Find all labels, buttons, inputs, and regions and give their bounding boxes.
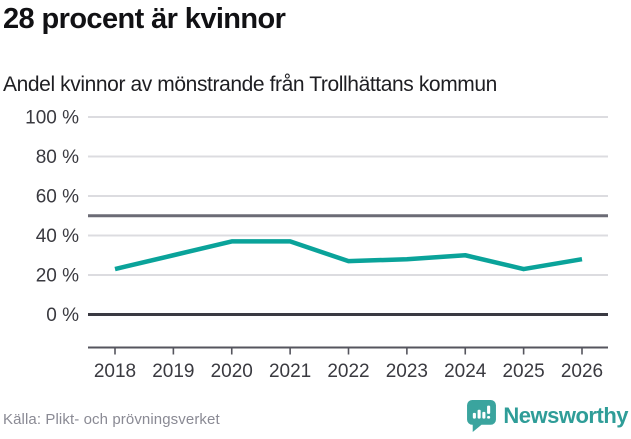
newsworthy-wordmark: Newsworthy <box>503 403 628 428</box>
newsworthy-bubble-chart-icon <box>467 400 497 432</box>
x-tick-label-2018: 2018 <box>94 361 136 382</box>
x-tick-label-2025: 2025 <box>502 361 544 382</box>
y-tick-label-20: 20 % <box>36 266 79 287</box>
x-tick-label-2023: 2023 <box>386 361 428 382</box>
x-tick-label-2022: 2022 <box>327 361 369 382</box>
x-tick-label-2021: 2021 <box>269 361 311 382</box>
y-tick-label-80: 80 % <box>36 147 79 168</box>
data-line-Andel kvinnor av mönstrande <box>114 239 583 272</box>
newsworthy-logo: Newsworthy <box>467 400 628 432</box>
y-tick-label-60: 60 % <box>36 187 79 208</box>
y-tick-label-40: 40 % <box>36 226 79 247</box>
x-tick-label-2020: 2020 <box>211 361 253 382</box>
x-tick-label-2024: 2024 <box>444 361 487 382</box>
y-tick-label-100: 100 % <box>25 108 79 129</box>
x-tick-label-2019: 2019 <box>152 361 194 382</box>
chart-subtitle: Andel kvinnor av mönstrande från Trollhä… <box>3 73 497 96</box>
x-tick-label-2026: 2026 <box>561 361 603 382</box>
page-title: 28 procent är kvinnor <box>3 3 286 35</box>
source-note: Källa: Plikt- och prövningsverket <box>3 411 220 428</box>
y-tick-label-0: 0 % <box>46 305 79 326</box>
